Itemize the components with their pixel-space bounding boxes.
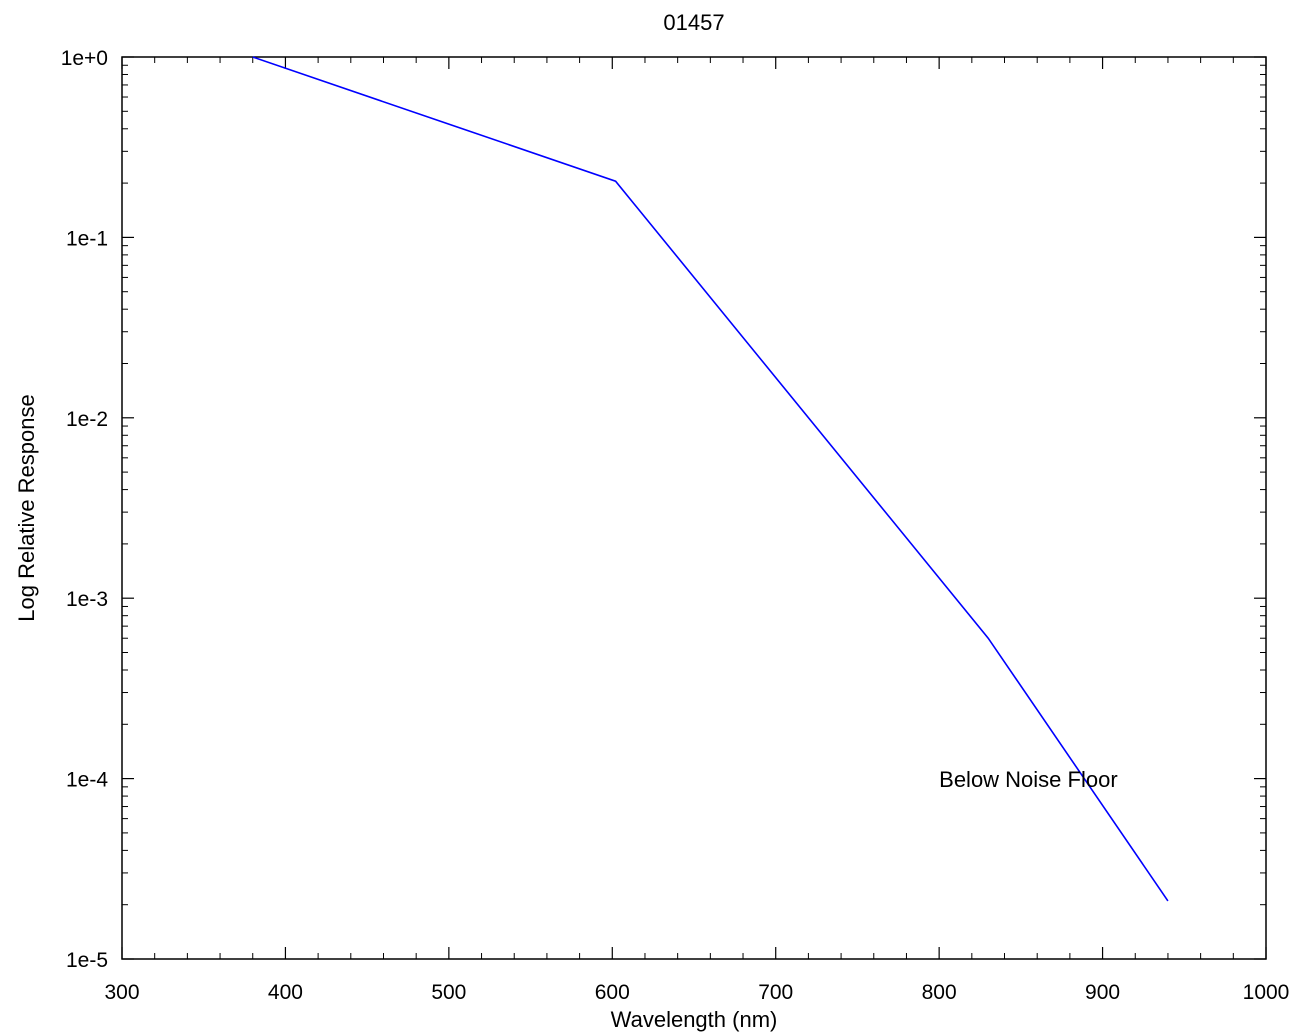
x-tick-label: 700 — [758, 981, 793, 1004]
y-axis-label: Log Relative Response — [14, 394, 39, 621]
x-tick-labels: 300 400 500 600 700 800 900 1000 — [104, 981, 1289, 1004]
y-tick-label: 1e-3 — [66, 588, 108, 611]
x-axis-label: Wavelength (nm) — [611, 1007, 778, 1032]
series-line — [252, 56, 1169, 902]
x-tick-label: 500 — [431, 981, 466, 1004]
annotation-below-noise-floor: Below Noise Floor — [939, 767, 1118, 792]
x-tick-label: 600 — [595, 981, 630, 1004]
y-tick-label: 1e-5 — [66, 949, 108, 972]
y-tick-label: 1e-1 — [66, 227, 108, 250]
y-tick-label: 1e-4 — [66, 769, 108, 792]
plot-frame — [121, 56, 1267, 960]
y-tick-label: 1e+0 — [61, 47, 108, 70]
annotation-layer: Below Noise Floor — [939, 767, 1118, 792]
x-tick-label: 400 — [268, 981, 303, 1004]
plot-area-border — [121, 56, 1267, 960]
y-tick-labels: 1e+0 1e-1 1e-2 1e-3 1e-4 1e-5 — [61, 47, 109, 972]
series-layer — [252, 56, 1169, 902]
y-tick-label: 1e-2 — [66, 408, 108, 431]
x-tick-label: 300 — [104, 981, 139, 1004]
chart-title: 01457 — [663, 10, 724, 35]
x-tick-label: 1000 — [1243, 981, 1290, 1004]
x-tick-label: 800 — [922, 981, 957, 1004]
x-tick-label: 900 — [1085, 981, 1120, 1004]
axis-ticks — [121, 56, 1267, 960]
